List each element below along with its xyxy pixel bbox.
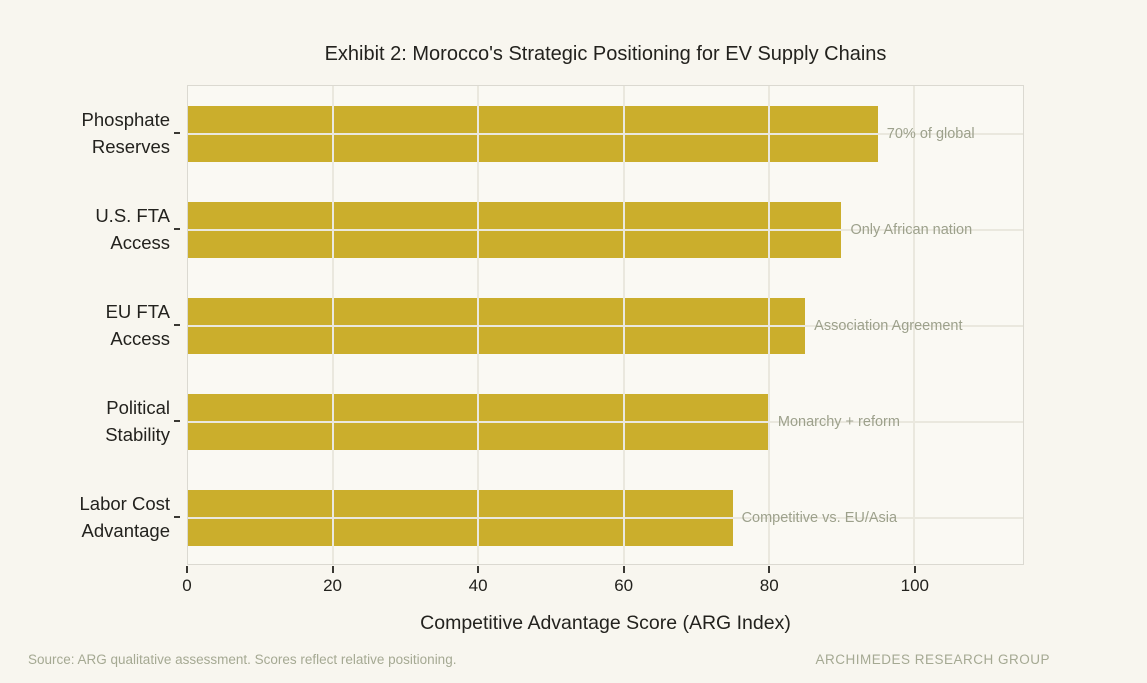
plot-area: 70% of global Only African nation Associat… xyxy=(187,85,1024,565)
x-tick-mark xyxy=(477,566,480,573)
bar-annotation: Monarchy + reform xyxy=(777,414,900,430)
x-tick-label: 80 xyxy=(759,576,779,595)
horizontal-gridline xyxy=(188,517,1023,519)
bar-annotation: Only African nation xyxy=(850,222,973,238)
x-axis-ticks: 0 20 40 60 80 100 xyxy=(182,566,1024,608)
x-tick-mark xyxy=(622,566,625,573)
y-tick-mark xyxy=(174,420,180,422)
category-label: EU FTA Access xyxy=(105,301,170,349)
x-tick-mark xyxy=(186,566,188,573)
horizontal-gridline xyxy=(188,229,1023,231)
x-tick-mark xyxy=(913,566,916,573)
x-axis-label: Competitive Advantage Score (ARG Index) xyxy=(420,612,791,634)
category-label: Labor Cost Advantage xyxy=(79,493,171,541)
x-tick-mark xyxy=(768,566,771,573)
category-label: Political Stability xyxy=(105,397,170,445)
chart-title: Exhibit 2: Morocco's Strategic Positioni… xyxy=(324,43,887,65)
x-tick-label: 40 xyxy=(468,576,488,595)
horizontal-gridline xyxy=(188,325,1023,327)
y-tick-mark xyxy=(174,132,180,134)
x-tick-mark xyxy=(331,566,334,573)
source-note: Source: ARG qualitative assessment. Scor… xyxy=(28,652,457,667)
bar-annotation: Association Agreement xyxy=(814,318,963,334)
bar-annotation: Competitive vs. EU/Asia xyxy=(741,510,898,526)
x-tick-label: 0 xyxy=(182,576,192,595)
category-label: Phosphate Reserves xyxy=(81,109,170,157)
horizontal-gridline xyxy=(188,133,1023,135)
horizontal-gridline xyxy=(188,421,1023,423)
category-label: U.S. FTA Access xyxy=(95,205,170,253)
x-tick-label: 60 xyxy=(614,576,634,595)
y-axis-labels: Phosphate Reserves U.S. FTA Access EU FTA Acc… xyxy=(0,85,187,565)
x-tick-label: 20 xyxy=(323,576,343,595)
y-tick-mark xyxy=(174,228,180,230)
y-tick-mark xyxy=(174,516,180,518)
y-tick-mark xyxy=(174,324,180,326)
brand-name: ARCHIMEDES RESEARCH GROUP xyxy=(815,652,1050,667)
bar-annotation: 70% of global xyxy=(886,126,975,142)
x-tick-label: 100 xyxy=(900,576,929,595)
